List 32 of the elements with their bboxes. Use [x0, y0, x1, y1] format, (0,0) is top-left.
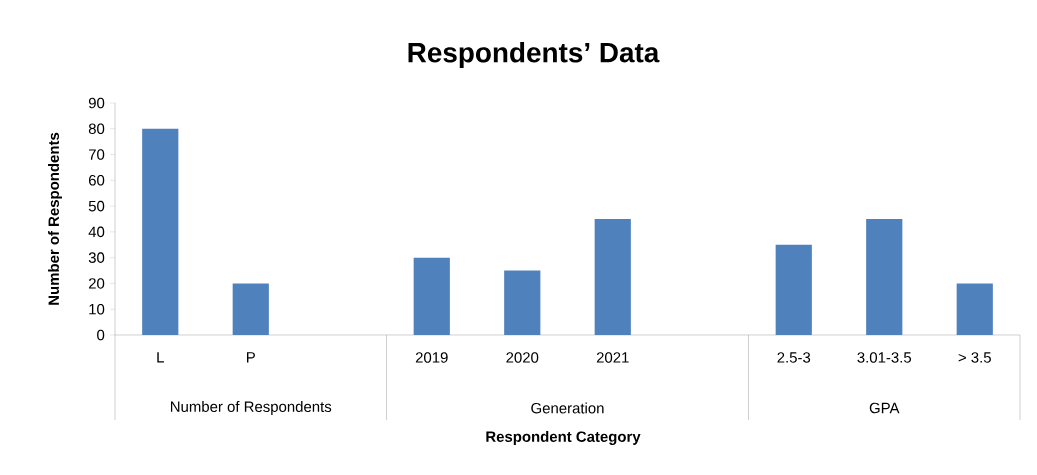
y-tick-label: 70 — [88, 149, 105, 160]
x-tick-label: 3.01-3.5 — [857, 352, 912, 363]
bar — [956, 283, 993, 335]
y-tick-label: 60 — [88, 175, 105, 186]
text: GPA — [869, 402, 900, 414]
y-tick-label: 40 — [88, 226, 105, 238]
bar — [866, 218, 903, 335]
x-tick-label: L — [157, 352, 164, 363]
bar — [413, 257, 450, 335]
y-tick-label: 10 — [89, 303, 105, 315]
x-tick-label: 2021 — [596, 352, 629, 363]
chart-title: Respondents’ Data — [408, 42, 660, 68]
bar — [504, 270, 541, 335]
y-tick-label: 80 — [88, 123, 105, 135]
text: Generation — [531, 402, 604, 414]
text: Number of Respondents — [170, 401, 332, 415]
x-tick-label: 2019 — [415, 352, 448, 363]
x-tick-label: P — [247, 352, 255, 363]
bar — [594, 218, 631, 335]
bar — [232, 283, 269, 335]
x-tick-label: > 3.5 — [958, 352, 991, 363]
y-tick-label: 50 — [88, 200, 105, 212]
y-tick-label: 90 — [88, 97, 105, 109]
x-axis-title: Respondent Category — [486, 430, 641, 445]
bar — [775, 244, 812, 335]
y-axis-title: Number of Respondents — [48, 132, 62, 305]
y-tick-label: 20 — [88, 278, 105, 289]
x-tick-label: 2.5-3 — [777, 352, 811, 363]
y-tick-label: 30 — [88, 252, 105, 263]
bar — [142, 128, 179, 335]
y-tick-label: 0 — [97, 329, 105, 341]
x-tick-label: 2020 — [506, 352, 539, 363]
